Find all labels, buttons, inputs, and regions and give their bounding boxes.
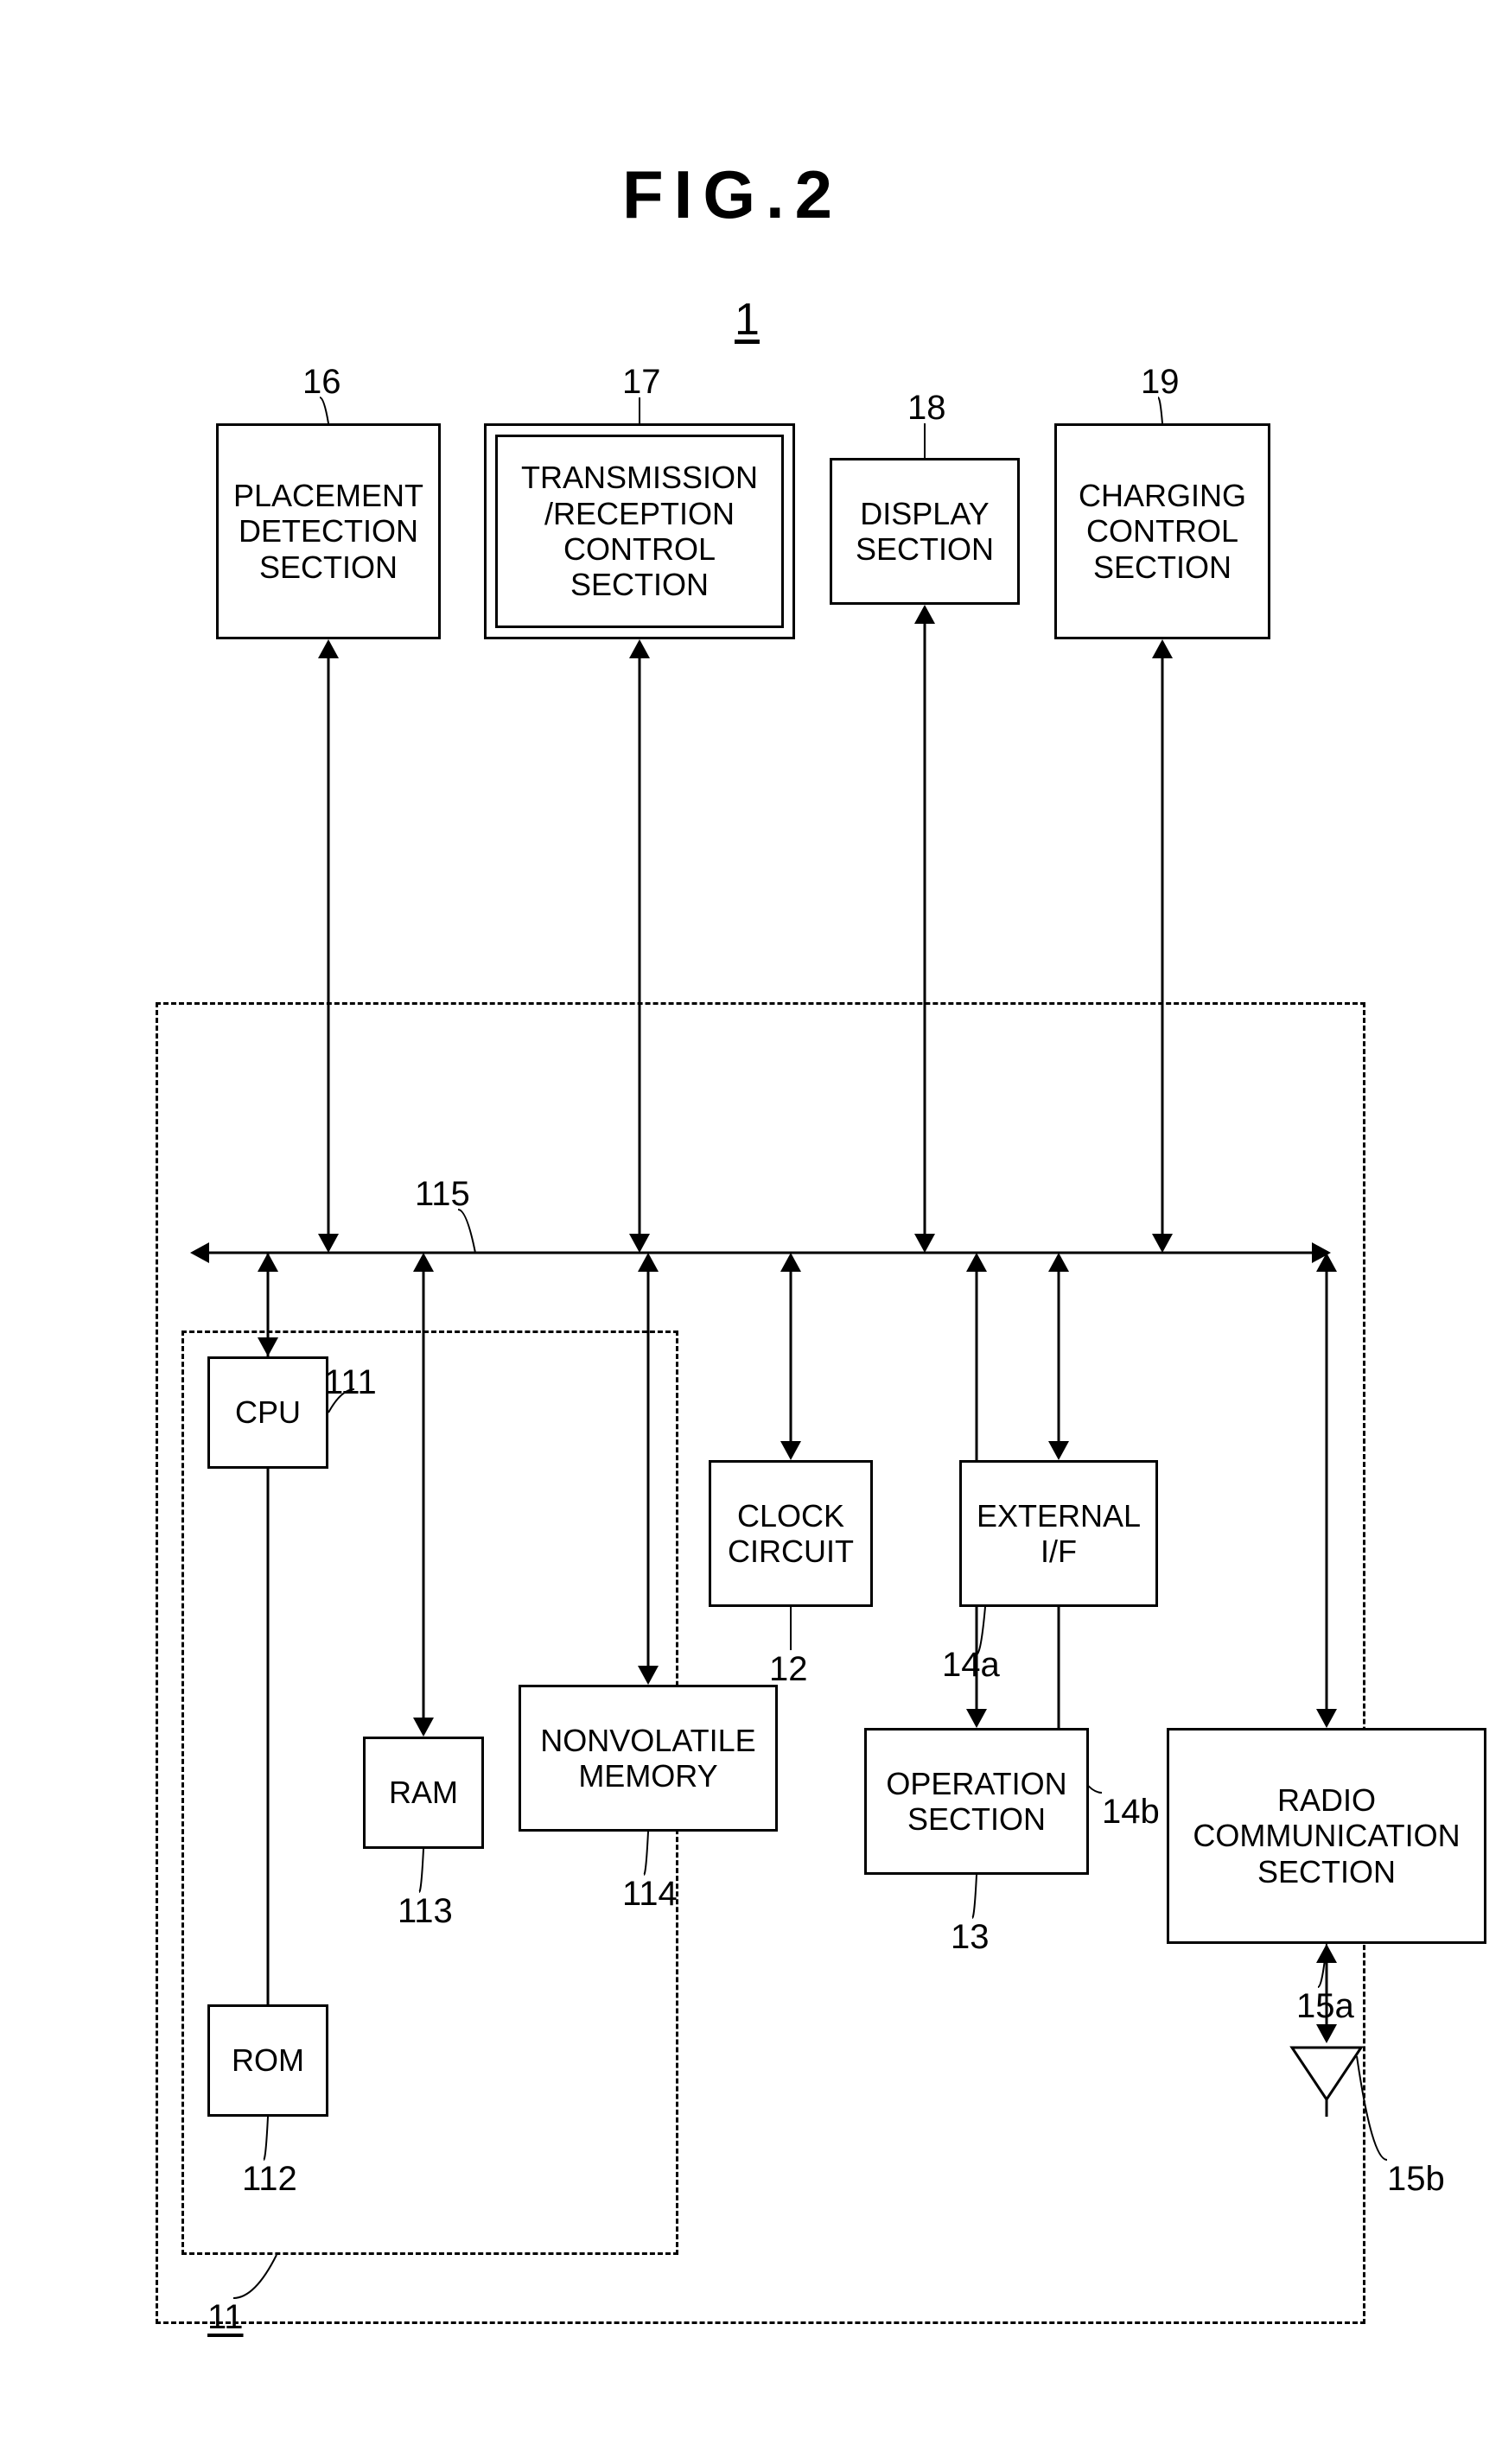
operation-ref: 13 (951, 1918, 990, 1957)
group-ref: 11 (207, 2298, 244, 2337)
cpu-block: CPU (207, 1356, 328, 1469)
nvmem-block: NONVOLATILEMEMORY (519, 1685, 778, 1832)
display-block: DISPLAYSECTION (830, 458, 1020, 605)
figure-main-ref: 1 (735, 294, 760, 346)
nvmem-ref: 114 (622, 1875, 678, 1914)
radio-block: RADIOCOMMUNICATIONSECTION (1167, 1728, 1486, 1944)
clock-ref: 12 (769, 1650, 808, 1689)
antenna-ref: 15b (1387, 2160, 1445, 2199)
clock-block: CLOCKCIRCUIT (709, 1460, 873, 1607)
txrx-ref: 17 (622, 363, 661, 402)
charging-block: CHARGINGCONTROLSECTION (1054, 423, 1270, 639)
bus-ref: 115 (415, 1175, 470, 1214)
rom-block: ROM (207, 2004, 328, 2117)
placement-block: PLACEMENTDETECTIONSECTION (216, 423, 441, 639)
rom-ref: 112 (242, 2160, 297, 2199)
placement-ref: 16 (302, 363, 341, 402)
figure-title: FIG.2 (622, 156, 843, 234)
txrx-block: TRANSMISSION/RECEPTIONCONTROL SECTION (484, 423, 795, 639)
extif-block: EXTERNALI/F (959, 1460, 1158, 1607)
operation-block: OPERATIONSECTION (864, 1728, 1089, 1875)
cpu-ref: 111 (324, 1363, 377, 1402)
ram-ref: 113 (398, 1892, 453, 1931)
ram-block: RAM (363, 1737, 484, 1849)
extif-ref: 14a (942, 1646, 1000, 1685)
txrx-label: TRANSMISSION/RECEPTIONCONTROL SECTION (495, 435, 784, 628)
radio-ref: 15a (1296, 1987, 1354, 2026)
charging-ref: 19 (1141, 363, 1180, 402)
display-ref: 18 (907, 389, 946, 428)
ext-conn-ref: 14b (1102, 1793, 1160, 1832)
